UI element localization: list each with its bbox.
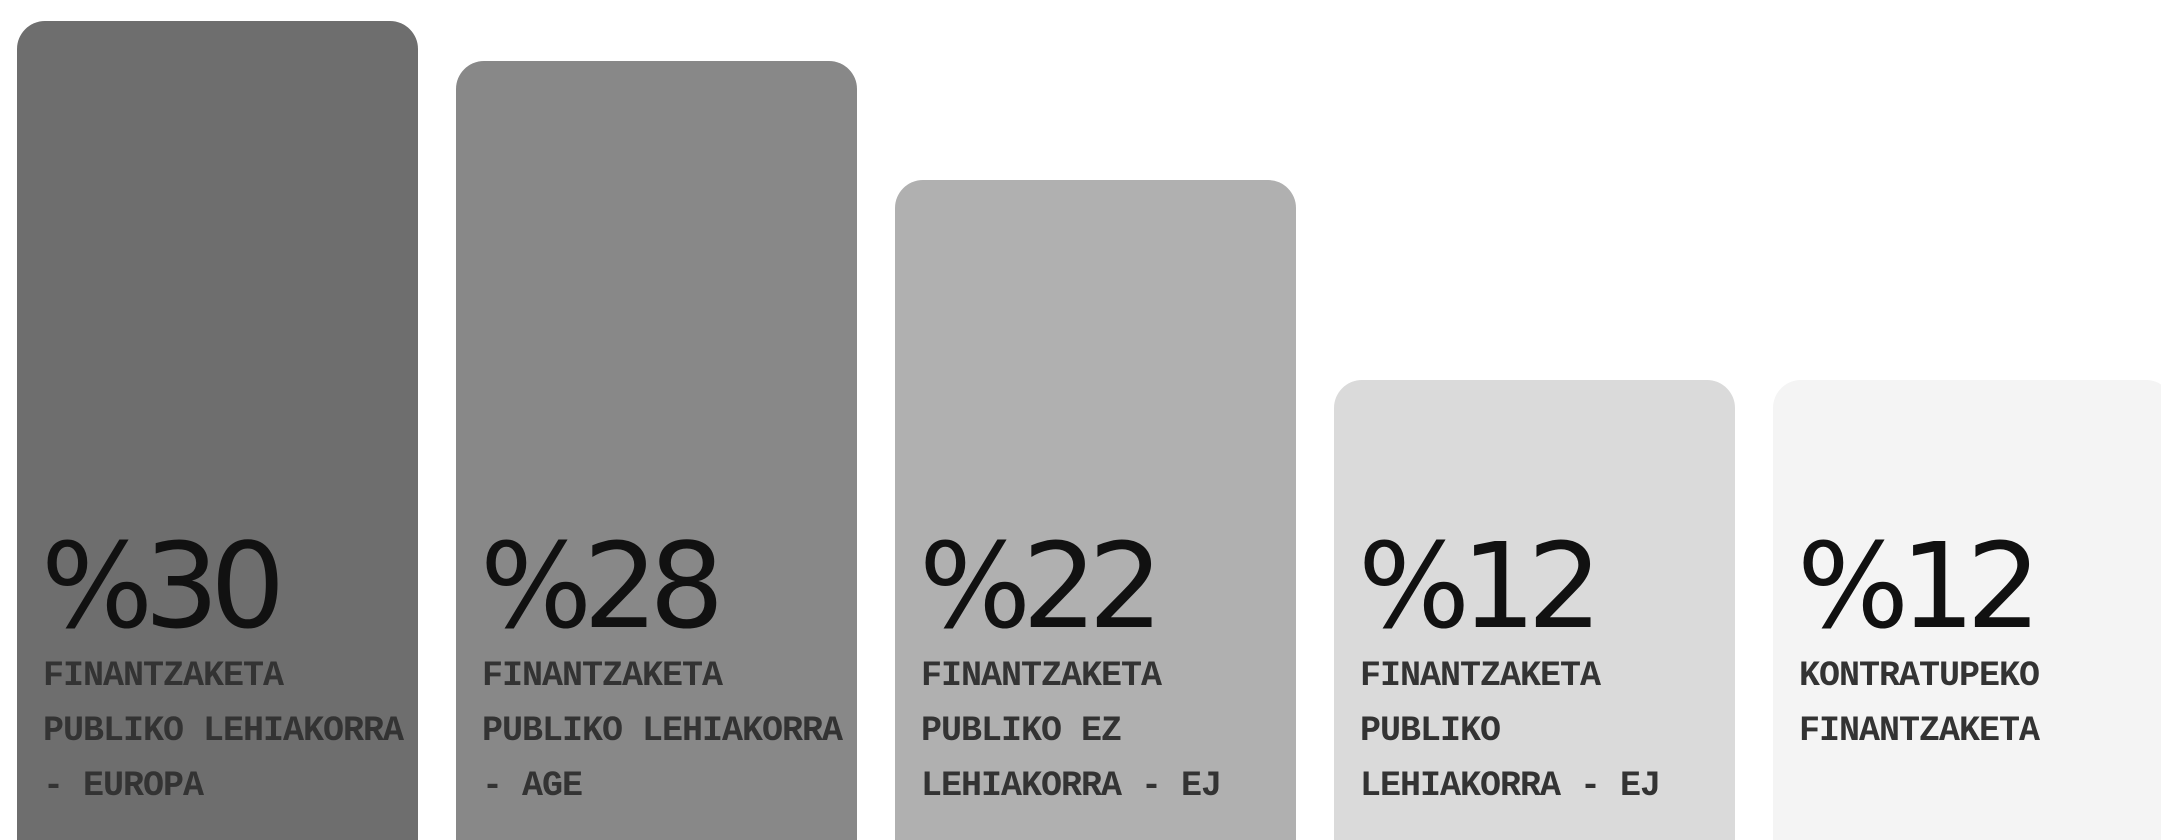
bar bbox=[1334, 379, 1735, 840]
bar bbox=[895, 180, 1296, 840]
page: %30 FINANTZAKETA PUBLIKO LEHIAKORRA - EUR… bbox=[17, 20, 2161, 840]
value-label: %12 bbox=[1797, 517, 2041, 655]
value-label: %22 bbox=[919, 517, 1163, 655]
category-label: KONTRATUPEKO FINANTZAKETA bbox=[1799, 656, 2040, 751]
category-label: FINANTZAKETA PUBLIKO LEHIAKORRA - AGE bbox=[482, 656, 843, 806]
bar bbox=[456, 60, 857, 840]
bar bbox=[17, 20, 418, 840]
category-label: FINANTZAKETA PUBLIKO LEHIAKORRA - EUROPA bbox=[43, 656, 404, 806]
value-label: %28 bbox=[480, 517, 724, 655]
value-label: %12 bbox=[1358, 517, 1602, 655]
value-label: %30 bbox=[41, 517, 285, 655]
category-label: FINANTZAKETA PUBLIKO EZ LEHIAKORRA - EJ bbox=[921, 656, 1222, 806]
category-label: FINANTZAKETA PUBLIKO LEHIAKORRA - EJ bbox=[1360, 656, 1661, 806]
bar bbox=[1773, 379, 2161, 840]
